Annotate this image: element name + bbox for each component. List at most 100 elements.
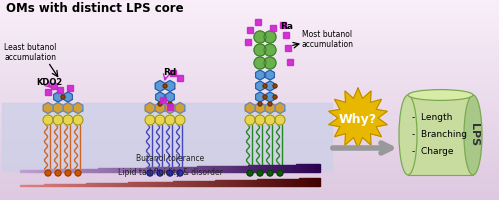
Bar <box>0 97 499 100</box>
Bar <box>146 167 149 172</box>
Bar <box>0 197 499 200</box>
Bar <box>203 166 206 172</box>
Bar <box>0 153 499 157</box>
Polygon shape <box>329 88 387 148</box>
Circle shape <box>263 95 267 99</box>
Circle shape <box>165 115 175 125</box>
Bar <box>29 170 32 172</box>
Circle shape <box>257 170 263 176</box>
Bar <box>89 169 92 172</box>
Bar <box>206 166 209 172</box>
Polygon shape <box>166 92 174 102</box>
Polygon shape <box>63 102 73 114</box>
Bar <box>233 180 237 186</box>
Bar <box>116 168 119 172</box>
Bar <box>125 168 128 172</box>
Bar <box>98 168 101 172</box>
Bar <box>143 182 146 186</box>
Bar <box>110 168 113 172</box>
Bar <box>131 182 134 186</box>
Bar <box>0 167 499 170</box>
Bar <box>0 187 499 190</box>
Bar <box>311 178 314 186</box>
Bar <box>296 164 299 172</box>
Bar <box>104 183 107 186</box>
Circle shape <box>254 44 266 56</box>
Bar <box>0 17 499 21</box>
Bar <box>0 150 499 154</box>
Bar <box>0 27 499 30</box>
Polygon shape <box>43 102 53 114</box>
Bar <box>0 160 499 164</box>
Bar <box>179 181 182 186</box>
Bar <box>170 167 173 172</box>
Bar <box>203 181 206 186</box>
Bar <box>38 170 41 172</box>
Bar <box>0 140 499 144</box>
Bar <box>77 184 80 186</box>
Bar <box>86 183 89 186</box>
Bar <box>236 166 240 172</box>
Polygon shape <box>265 81 274 91</box>
Bar <box>0 83 499 87</box>
Bar <box>0 23 499 27</box>
Bar <box>125 183 128 186</box>
Text: OMs with distinct LPS core: OMs with distinct LPS core <box>6 2 184 15</box>
Text: Why?: Why? <box>339 112 377 126</box>
Circle shape <box>264 44 276 56</box>
Bar <box>164 167 167 172</box>
Bar <box>0 7 499 10</box>
Bar <box>92 169 95 172</box>
Bar <box>257 179 260 186</box>
Bar <box>0 30 499 34</box>
Bar <box>299 178 302 186</box>
Bar <box>134 168 137 172</box>
Bar <box>194 167 197 172</box>
Polygon shape <box>64 92 72 102</box>
Bar <box>170 182 173 186</box>
Bar <box>242 166 246 172</box>
Bar <box>266 179 269 186</box>
Bar <box>224 180 228 186</box>
Bar <box>0 0 499 4</box>
Bar <box>251 165 254 172</box>
Bar <box>0 3 499 7</box>
Circle shape <box>247 170 253 176</box>
Circle shape <box>277 170 283 176</box>
Bar <box>71 184 74 186</box>
Text: Most butanol
accumulation: Most butanol accumulation <box>302 30 354 49</box>
Bar <box>0 67 499 71</box>
Bar <box>272 179 275 186</box>
Polygon shape <box>255 81 264 91</box>
Bar <box>158 182 161 186</box>
Bar <box>47 169 50 172</box>
Bar <box>173 167 176 172</box>
Text: Least butanol
accumulation: Least butanol accumulation <box>4 43 56 62</box>
Bar <box>296 179 299 186</box>
Circle shape <box>264 31 276 43</box>
Bar <box>0 60 499 64</box>
Polygon shape <box>155 80 165 92</box>
Bar <box>119 168 122 172</box>
Text: -  Branching: - Branching <box>412 130 467 139</box>
Circle shape <box>245 115 255 125</box>
Circle shape <box>61 95 65 99</box>
Bar <box>197 166 200 172</box>
Bar <box>254 165 257 172</box>
Circle shape <box>273 95 277 99</box>
Bar <box>0 80 499 84</box>
Bar <box>26 170 29 172</box>
Bar <box>0 77 499 80</box>
Bar <box>263 165 266 172</box>
Bar <box>248 165 251 172</box>
Bar <box>95 183 98 186</box>
Bar <box>0 33 499 37</box>
Bar <box>212 166 215 172</box>
Bar <box>260 179 263 186</box>
Bar <box>62 169 65 172</box>
Bar <box>197 181 200 186</box>
Bar <box>59 184 62 186</box>
Bar <box>239 180 243 186</box>
Bar <box>26 185 29 186</box>
Bar <box>0 147 499 150</box>
